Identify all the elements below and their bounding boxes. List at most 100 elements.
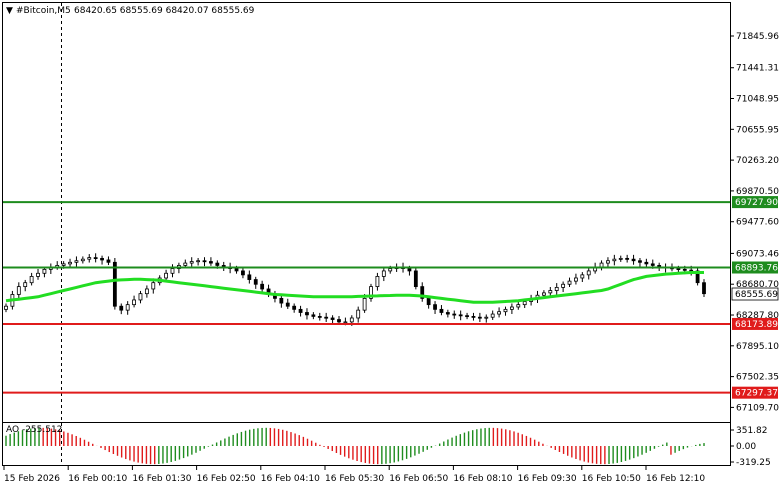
candle-body [509, 306, 514, 310]
price-tick-label: 67895.10 [736, 342, 779, 352]
candle-body [458, 314, 463, 317]
price-tick-label: 70655.95 [736, 125, 779, 135]
candle-body [612, 258, 617, 262]
candle-body [439, 308, 444, 313]
time-tick-label: 16 Feb 02:50 [197, 474, 256, 484]
candle-body [138, 293, 143, 301]
candle-body [241, 270, 245, 276]
candle-body [522, 301, 527, 306]
candle-body [580, 274, 585, 279]
candle-body [253, 279, 258, 285]
candle-body [68, 261, 72, 265]
candle-body [260, 283, 265, 290]
chart-frame [2, 2, 731, 466]
price-tick-label: 71845.96 [736, 32, 779, 42]
candle-body [349, 317, 354, 323]
candle-body [4, 305, 8, 310]
candle-body [644, 261, 649, 265]
candle-body [618, 257, 623, 260]
candle-body [497, 311, 501, 315]
candle-body [599, 262, 604, 268]
dropdown-arrow-icon[interactable]: ▼ [6, 6, 13, 16]
candle-body [285, 302, 290, 307]
candle-body [29, 276, 34, 284]
candle-body [375, 276, 380, 288]
price-tick-label: 68287.80 [736, 311, 779, 321]
candle-body [324, 316, 329, 319]
candle-body [196, 260, 201, 263]
candle-body [330, 317, 335, 320]
candle-body [606, 260, 610, 264]
candle-body [516, 304, 521, 308]
level-price-tag [732, 317, 778, 330]
candle-body [16, 286, 21, 295]
candle-body [471, 316, 476, 318]
candle-body [317, 316, 322, 318]
price-tick-label: 70263.20 [736, 156, 779, 166]
candle-body [170, 268, 175, 274]
price-tick-label: 69477.60 [736, 218, 779, 228]
current-price-tag [731, 287, 779, 301]
candle-body [625, 257, 630, 260]
level-price-label: 68173.89 [735, 320, 778, 330]
price-tick-label: 69870.50 [736, 187, 779, 197]
time-tick-label: 16 Feb 00:10 [68, 474, 127, 484]
candle-body [42, 268, 47, 274]
candle-body [305, 312, 309, 316]
candle-body [74, 260, 79, 263]
price-tick-label: 68680.70 [736, 280, 779, 290]
candle-body [433, 304, 437, 310]
horizontal-levels[interactable]: 69727.90 68893.76 68173.89 67297.37 68555.69 [3, 196, 779, 399]
ao-tick-label: -319.25 [736, 458, 771, 468]
ao-indicator-label: AO -255.512 [6, 425, 62, 435]
current-price-label: 68555.69 [735, 290, 778, 300]
candle-body [100, 257, 104, 261]
candle-body [689, 269, 694, 272]
candle-body [183, 262, 188, 266]
ao-histogram [5, 427, 705, 465]
candle-body [484, 316, 489, 319]
ohlc-readout: 68420.65 68555.69 68420.07 68555.69 [74, 6, 255, 16]
candle-body [465, 315, 469, 318]
candle-body [676, 268, 681, 270]
candle-body [132, 299, 136, 306]
candle-body [420, 286, 425, 299]
candle-body [189, 261, 194, 264]
candle-body [356, 309, 361, 319]
candle-body [362, 297, 367, 311]
level-price-tag [732, 261, 778, 274]
candle-body [554, 286, 559, 291]
candle-body [119, 305, 124, 311]
candle-body [209, 261, 213, 264]
candlesticks [4, 253, 706, 326]
candle-body [93, 257, 98, 260]
price-tick-label: 71441.31 [736, 64, 779, 74]
candle-body [164, 272, 168, 279]
level-price-tag [732, 196, 778, 209]
candle-body [631, 258, 636, 262]
time-tick-label: 15 Feb 2026 [4, 474, 60, 484]
candle-body [343, 321, 348, 324]
candle-body [503, 308, 508, 313]
price-tick-label: 67109.70 [736, 403, 779, 413]
candle-body [561, 283, 566, 288]
candle-body [144, 288, 149, 295]
ao-tick-label: 0.00 [736, 442, 756, 452]
price-tick-label: 69073.46 [736, 249, 779, 259]
candle-body [702, 282, 706, 295]
candle-body [279, 297, 284, 304]
candle-body [202, 260, 207, 263]
candle-body [80, 258, 85, 262]
ao-tick-label: 351.82 [736, 426, 768, 436]
candle-body [298, 308, 303, 313]
candle-body [23, 282, 28, 288]
candle-body [574, 277, 578, 282]
time-tick-label: 16 Feb 09:30 [518, 474, 577, 484]
candle-body [125, 304, 130, 311]
candle-body [388, 268, 393, 272]
level-price-label: 67297.37 [735, 389, 778, 399]
symbol-label: #Bitcoin,M5 [16, 6, 71, 16]
price-axis: 71845.96 71441.31 71048.95 70655.95 70263.20… [730, 32, 779, 413]
candle-body [490, 313, 495, 318]
